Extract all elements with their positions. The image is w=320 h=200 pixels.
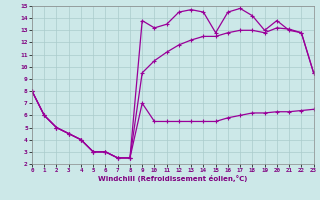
X-axis label: Windchill (Refroidissement éolien,°C): Windchill (Refroidissement éolien,°C): [98, 175, 247, 182]
